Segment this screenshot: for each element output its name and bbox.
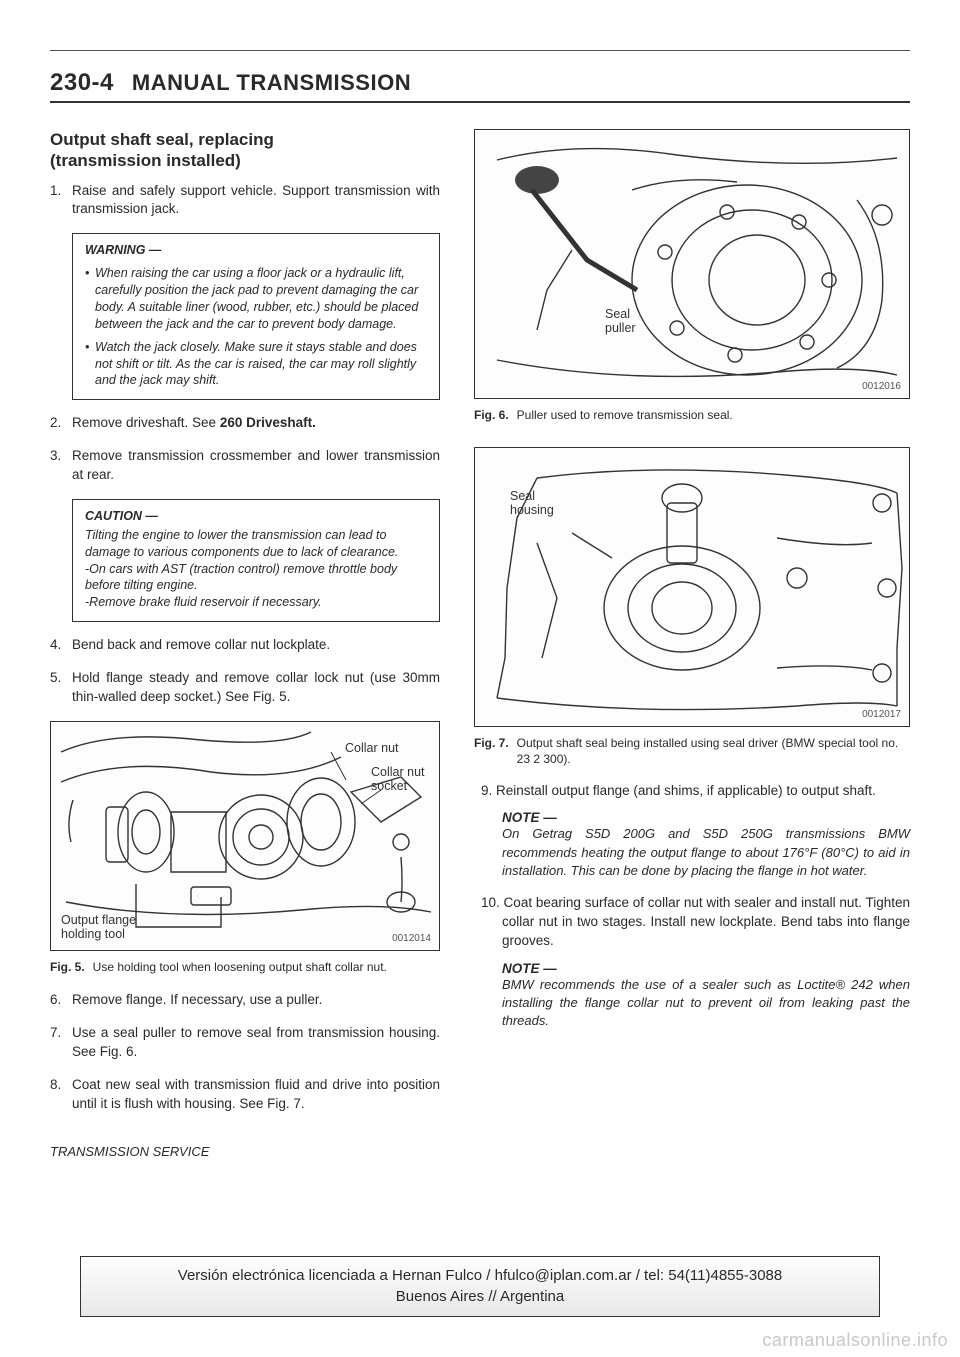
caution-line-1: Tilting the engine to lower the transmis… <box>85 527 427 561</box>
fig6-caption-label: Fig. 6. <box>474 407 509 423</box>
fig7-caption: Fig. 7. Output shaft seal being installe… <box>474 735 910 767</box>
step-5: Hold flange steady and remove collar loc… <box>72 669 440 707</box>
section-title-line1: Output shaft seal, replacing <box>50 130 274 149</box>
license-line-2: Buenos Aires // Argentina <box>91 1286 869 1308</box>
note-2-title: NOTE — <box>502 961 910 976</box>
note-1: NOTE — On Getrag S5D 200G and S5D 250G t… <box>502 810 910 880</box>
steps-4: Remove flange. If necessary, use a pulle… <box>72 991 440 1113</box>
page-number: 230-4 <box>50 69 114 97</box>
caution-title: CAUTION — <box>85 508 427 525</box>
fig7-caption-label: Fig. 7. <box>474 735 509 767</box>
note-1-body: On Getrag S5D 200G and S5D 250G transmis… <box>502 825 910 880</box>
figure-5: Collar nut Collar nut socket Output flan… <box>50 721 440 951</box>
fig5-caption-label: Fig. 5. <box>50 959 85 975</box>
license-box: Versión electrónica licenciada a Hernan … <box>80 1256 880 1318</box>
fig7-caption-text: Output shaft seal being installed using … <box>517 735 910 767</box>
fig5-label-socket: Collar nut socket <box>371 766 425 794</box>
steps-1: Raise and safely support vehicle. Suppor… <box>72 182 440 220</box>
step-7: Use a seal puller to remove seal from tr… <box>72 1024 440 1062</box>
warning-box: WARNING — When raising the car using a f… <box>72 233 440 400</box>
caution-line-3: -Remove brake fluid reservoir if necessa… <box>85 594 427 611</box>
license-line-1: Versión electrónica licenciada a Hernan … <box>91 1265 869 1287</box>
fig7-id: 0012017 <box>862 709 901 720</box>
caution-line-2: -On cars with AST (traction control) rem… <box>85 561 427 595</box>
fig5-label-holding: Output flange holding tool <box>61 914 136 942</box>
columns: Output shaft seal, replacing (transmissi… <box>50 129 910 1159</box>
note-1-title: NOTE — <box>502 810 910 825</box>
fig5-label-collar-nut: Collar nut <box>345 742 399 756</box>
left-column: Output shaft seal, replacing (transmissi… <box>50 129 440 1159</box>
step-3: Remove transmission crossmember and lowe… <box>72 447 440 485</box>
step-6: Remove flange. If necessary, use a pulle… <box>72 991 440 1010</box>
warning-item-2: Watch the jack closely. Make sure it sta… <box>85 339 427 390</box>
step-9: 9. Reinstall output flange (and shims, i… <box>502 782 910 801</box>
fig6-caption-text: Puller used to remove transmission seal. <box>517 407 733 423</box>
note-2-body: BMW recommends the use of a sealer such … <box>502 976 910 1031</box>
figure-7: Seal housing 0012017 <box>474 447 910 727</box>
fig6-id: 0012016 <box>862 381 901 392</box>
page-header: 230-4 MANUAL TRANSMISSION <box>50 69 910 97</box>
figure-6-drawing <box>475 130 909 399</box>
fig6-label-seal: Seal puller <box>605 308 636 336</box>
fig5-caption: Fig. 5. Use holding tool when loosening … <box>50 959 440 975</box>
steps-3: Bend back and remove collar nut lockplat… <box>72 636 440 707</box>
note-2: NOTE — BMW recommends the use of a seale… <box>502 961 910 1031</box>
step-8: Coat new seal with transmission fluid an… <box>72 1076 440 1114</box>
section-title-line2: (transmission installed) <box>50 151 241 170</box>
right-column: Seal puller 0012016 Fig. 6. Puller used … <box>474 129 910 1159</box>
fig7-label-seal: Seal housing <box>510 490 554 518</box>
rule-top <box>50 50 910 51</box>
page: 230-4 MANUAL TRANSMISSION Output shaft s… <box>0 0 960 1159</box>
step-4: Bend back and remove collar nut lockplat… <box>72 636 440 655</box>
step-10: 10. Coat bearing surface of collar nut w… <box>502 894 910 951</box>
fig5-id: 0012014 <box>392 933 431 944</box>
page-title: MANUAL TRANSMISSION <box>132 70 411 96</box>
footer: TRANSMISSION SERVICE <box>50 1144 440 1159</box>
warning-title: WARNING — <box>85 242 427 259</box>
section-title: Output shaft seal, replacing (transmissi… <box>50 129 440 172</box>
figure-6: Seal puller 0012016 <box>474 129 910 399</box>
step-2: Remove driveshaft. See 260 Driveshaft. <box>72 414 440 433</box>
steps-2: Remove driveshaft. See 260 Driveshaft. R… <box>72 414 440 485</box>
watermark: carmanualsonline.info <box>762 1330 948 1351</box>
fig6-caption: Fig. 6. Puller used to remove transmissi… <box>474 407 910 423</box>
caution-box: CAUTION — Tilting the engine to lower th… <box>72 499 440 622</box>
fig5-caption-text: Use holding tool when loosening output s… <box>93 959 387 975</box>
rule-bottom <box>50 101 910 103</box>
step-1: Raise and safely support vehicle. Suppor… <box>72 182 440 220</box>
warning-item-1: When raising the car using a floor jack … <box>85 265 427 333</box>
